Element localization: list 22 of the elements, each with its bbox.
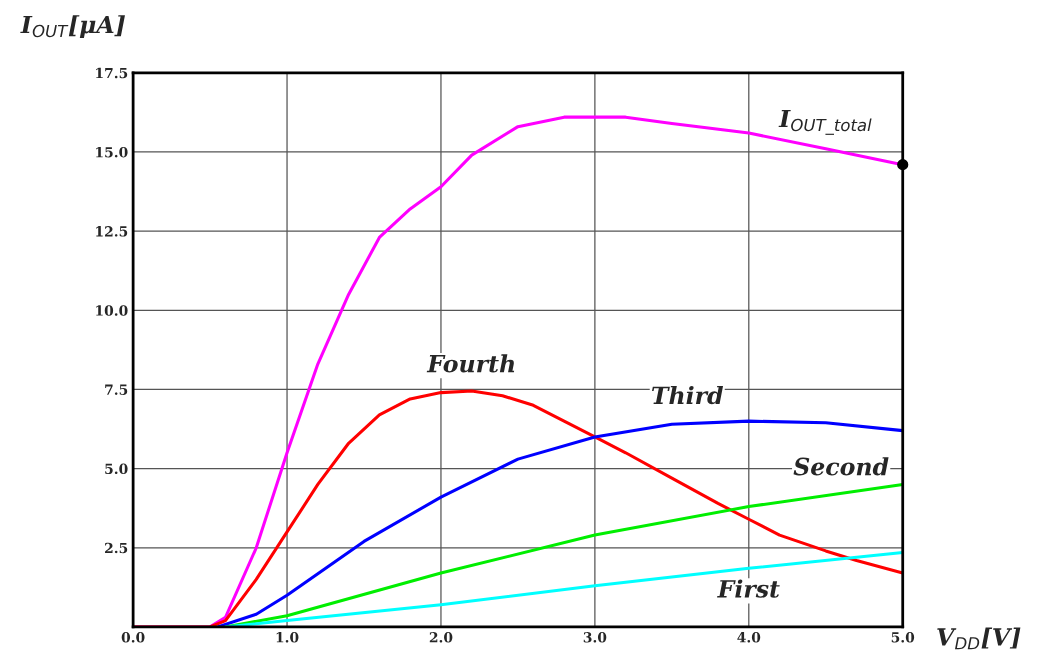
y-tick-label: 17.5 — [96, 67, 128, 79]
annotation: Fourth — [426, 354, 515, 373]
annotation: Third — [652, 385, 724, 405]
x-tick-label: 4.0 — [737, 632, 761, 643]
line-series — [216, 419, 903, 627]
y-axis-title: I$_{OUT}$[μA] — [20, 15, 125, 39]
y-tick-label: 10.0 — [96, 305, 128, 316]
x-tick-label: 2.0 — [429, 632, 453, 643]
annotation: Second — [793, 457, 889, 476]
annotation: First — [717, 579, 780, 598]
line-series — [223, 550, 903, 627]
x-axis-title: V$_{DD}$[V] — [937, 627, 1021, 650]
y-tick-label: 12.5 — [96, 226, 128, 237]
x-tick-label: 3.0 — [583, 632, 607, 643]
x-tick-label: 1.0 — [276, 632, 299, 643]
x-tick-label: 0.0 — [121, 632, 145, 643]
x-tick-label: 5.0 — [891, 632, 915, 643]
y-tick-label: 15.0 — [96, 146, 128, 158]
y-tick-label: 7.5 — [105, 384, 128, 395]
y-tick-label: 5.0 — [105, 463, 128, 475]
y-tick-label: 2.5 — [105, 542, 128, 554]
annotation: I$_{OUT_total}$ — [778, 109, 872, 135]
